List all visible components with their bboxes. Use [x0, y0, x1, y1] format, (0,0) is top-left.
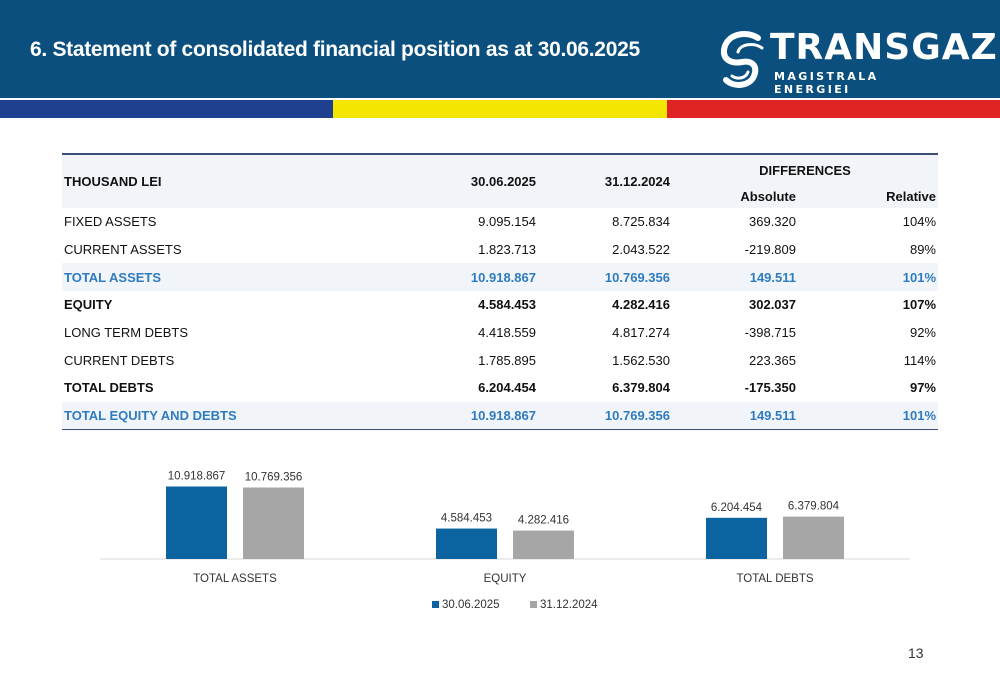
legend-entry: 30.06.2025 [442, 599, 500, 611]
table-row-equity: EQUITY 4.584.453 4.282.416 302.037 107% [62, 291, 938, 319]
row-previous: 4.817.274 [612, 325, 670, 341]
logo-name: TRANSGAZ [770, 27, 998, 68]
row-previous: 4.282.416 [612, 297, 670, 313]
table-row: CURRENT ASSETS 1.823.713 2.043.522 -219.… [62, 236, 938, 264]
row-label: FIXED ASSETS [64, 214, 157, 230]
row-current: 1.823.713 [478, 242, 536, 258]
col-previous-header: 31.12.2024 [604, 174, 670, 189]
table-row: LONG TERM DEBTS 4.418.559 4.817.274 -398… [62, 319, 938, 347]
stripe-yellow [333, 100, 667, 118]
row-absolute: -175.350 [744, 380, 796, 396]
row-label: TOTAL ASSETS [64, 269, 162, 285]
row-current: 4.584.453 [478, 297, 536, 313]
logo-tagline: MAGISTRALA ENERGIEI [774, 70, 879, 96]
table-row: CURRENT DEBTS 1.785.895 1.562.530 223.36… [62, 346, 938, 374]
transgaz-logo: TRANSGAZ MAGISTRALA ENERGIEI [718, 26, 997, 96]
data-label: 6.204.454 [711, 502, 763, 514]
legend-swatch [432, 601, 439, 608]
row-absolute: 302.037 [749, 297, 796, 313]
transgaz-emblem-icon [720, 31, 764, 88]
category-label: TOTAL DEBTS [736, 573, 813, 585]
row-previous: 1.562.530 [612, 352, 670, 368]
row-relative: 101% [902, 269, 936, 285]
category-label: TOTAL ASSETS [193, 573, 277, 585]
col-relative-header: Relative [886, 189, 936, 204]
table-header: THOUSAND LEI 30.06.2025 31.12.2024 DIFFE… [62, 154, 938, 208]
data-label: 4.584.453 [441, 513, 492, 525]
data-label: 10.769.356 [245, 472, 303, 484]
bar-current [436, 528, 497, 559]
bar-current [706, 517, 767, 559]
row-absolute: -219.809 [744, 242, 796, 258]
bar-previous [783, 516, 844, 559]
bar-current [166, 486, 227, 559]
row-absolute: 369.320 [749, 214, 796, 230]
row-previous: 6.379.804 [612, 380, 670, 396]
row-label: LONG TERM DEBTS [64, 325, 189, 341]
category-label: EQUITY [484, 573, 527, 585]
data-label: 6.379.804 [788, 501, 840, 513]
table-row-total-equity-debts: TOTAL EQUITY AND DEBTS 10.918.867 10.769… [62, 401, 938, 430]
row-label: CURRENT DEBTS [64, 352, 175, 368]
data-label: 4.282.416 [518, 515, 569, 527]
data-label: 10.918.867 [168, 471, 226, 483]
financial-position-table: THOUSAND LEI 30.06.2025 31.12.2024 DIFFE… [62, 153, 938, 430]
stripe-blue [0, 100, 333, 118]
row-relative: 104% [902, 214, 936, 230]
row-current: 10.918.867 [470, 269, 536, 285]
page-title: 6. Statement of consolidated financial p… [30, 38, 640, 61]
row-previous: 2.043.522 [612, 242, 670, 258]
color-stripes [0, 100, 1000, 118]
col-current-header: 30.06.2025 [470, 174, 536, 189]
bar-chart: 10.918.867 10.769.356 TOTAL ASSETS 4.584.45… [100, 471, 910, 611]
row-label: TOTAL EQUITY AND DEBTS [64, 407, 237, 423]
unit-header: THOUSAND LEI [64, 174, 162, 189]
legend-entry: 31.12.2024 [540, 599, 598, 611]
row-current: 1.785.895 [478, 352, 536, 368]
col-absolute-header: Absolute [740, 189, 796, 204]
row-previous: 10.769.356 [604, 407, 670, 423]
row-absolute: -398.715 [744, 325, 796, 341]
row-previous: 10.769.356 [604, 269, 670, 285]
row-absolute: 223.365 [749, 352, 796, 368]
row-current: 4.418.559 [478, 325, 536, 341]
legend-swatch [530, 601, 537, 608]
row-relative: 114% [903, 352, 936, 368]
row-relative: 92% [909, 325, 936, 341]
row-previous: 8.725.834 [612, 214, 670, 230]
row-current: 6.204.454 [478, 380, 536, 396]
table-row-total-assets: TOTAL ASSETS 10.918.867 10.769.356 149.5… [62, 263, 938, 292]
differences-header: DIFFERENCES [759, 162, 851, 178]
row-relative: 107% [902, 297, 936, 313]
header-bar: 6. Statement of consolidated financial p… [0, 0, 1000, 98]
bar-previous [243, 487, 304, 559]
row-relative: 89% [909, 242, 936, 258]
row-absolute: 149.511 [749, 407, 796, 423]
row-relative: 97% [909, 380, 936, 396]
row-label: TOTAL DEBTS [64, 380, 154, 396]
table-row: FIXED ASSETS 9.095.154 8.725.834 369.320… [62, 208, 938, 236]
row-label: CURRENT ASSETS [64, 242, 182, 258]
row-relative: 101% [902, 407, 936, 423]
page-number: 13 [908, 645, 924, 661]
bar-previous [513, 530, 574, 559]
row-label: EQUITY [64, 297, 113, 313]
stripe-red [667, 100, 1000, 118]
row-current: 9.095.154 [478, 214, 536, 230]
table-row-total-debts: TOTAL DEBTS 6.204.454 6.379.804 -175.350… [62, 374, 938, 402]
row-current: 10.918.867 [470, 407, 536, 423]
row-absolute: 149.511 [749, 269, 796, 285]
